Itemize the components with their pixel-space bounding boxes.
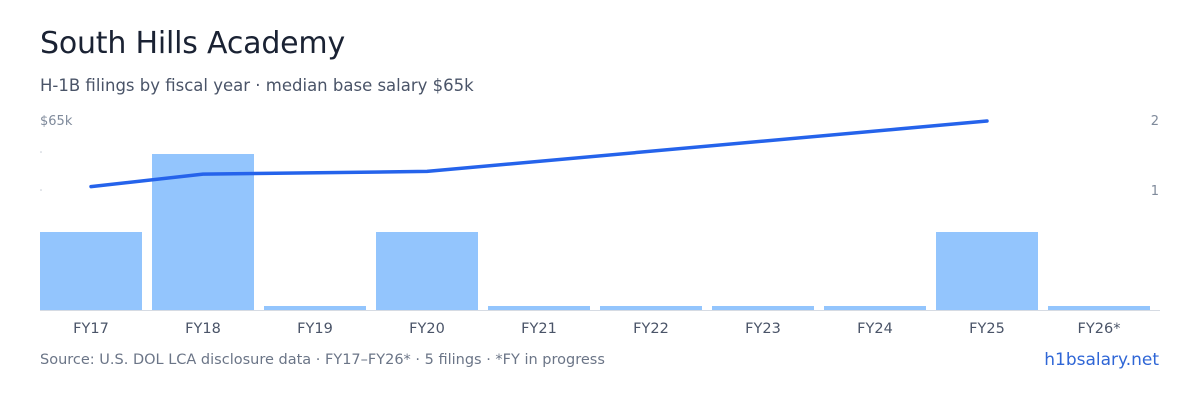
left-axis-marker xyxy=(40,189,42,191)
source-note: Source: U.S. DOL LCA disclosure data · F… xyxy=(40,352,605,368)
bar-fy22 xyxy=(600,306,702,310)
bar-fy23 xyxy=(712,306,814,310)
bar-fy17 xyxy=(40,232,142,310)
x-tick-label: FY19 xyxy=(297,321,333,337)
brand-link[interactable]: h1bsalary.net xyxy=(1044,350,1159,370)
bar-fy26 xyxy=(1048,306,1150,310)
x-tick-labels: FY17 FY18 FY19 FY20 FY21 FY22 FY23 FY24 FY25 FY26… xyxy=(73,321,1120,337)
x-tick-label: FY21 xyxy=(521,321,557,337)
bar-fy20 xyxy=(376,232,478,310)
x-tick-label: FY22 xyxy=(633,321,669,337)
bars-layer xyxy=(40,154,1150,310)
left-axis-tick: $65k xyxy=(40,114,73,129)
x-tick-label: FY18 xyxy=(185,321,221,337)
chart-title: South Hills Academy xyxy=(40,26,346,61)
y-tick-labels: $65k 2 1 xyxy=(40,114,1159,199)
right-axis-tick-1: 1 xyxy=(1151,184,1159,199)
bar-fy18 xyxy=(152,154,254,310)
x-tick-label: FY17 xyxy=(73,321,109,337)
x-tick-label: FY20 xyxy=(409,321,445,337)
chart-subtitle: H-1B filings by fiscal year · median bas… xyxy=(40,76,474,95)
x-tick-label: FY24 xyxy=(857,321,893,337)
bar-fy24 xyxy=(824,306,926,310)
bar-fy19 xyxy=(264,306,366,310)
bar-fy25 xyxy=(936,232,1038,310)
right-axis-tick-2: 2 xyxy=(1151,114,1159,129)
series-line xyxy=(89,119,989,189)
x-tick-label: FY26* xyxy=(1078,321,1121,337)
left-axis-marker xyxy=(40,151,42,153)
x-tick-label: FY23 xyxy=(745,321,781,337)
bar-fy21 xyxy=(488,306,590,310)
x-tick-label: FY25 xyxy=(969,321,1005,337)
